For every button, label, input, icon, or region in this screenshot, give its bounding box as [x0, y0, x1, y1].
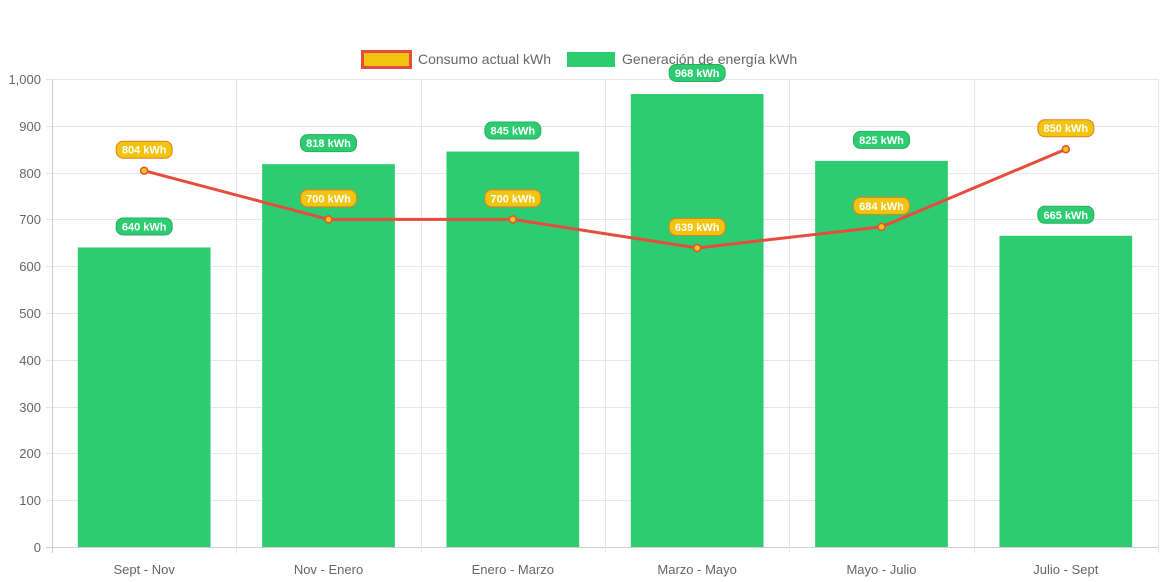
- legend-label-generacion[interactable]: Generación de energía kWh: [622, 51, 797, 67]
- line-consumo: [143, 147, 1067, 250]
- data-labels: 640 kWh 818 kWh 845 kWh 968 kWh 825 kWh 665 k…: [115, 63, 1095, 236]
- data-label-consumo-box: [484, 189, 542, 208]
- line-series: [139, 144, 1071, 253]
- bar-series: [77, 93, 1133, 548]
- y-tick-label: 0: [34, 540, 41, 555]
- data-label-generacion: 825 kWh: [859, 135, 904, 147]
- y-tick-label: 400: [19, 353, 41, 368]
- y-tick-label: 600: [19, 259, 41, 274]
- data-label-generacion: 968 kWh: [675, 68, 720, 80]
- y-axis: 0 100 200 300 400 500 600 700 800 900 1,000: [8, 72, 41, 555]
- point-consumo[interactable]: [508, 215, 518, 224]
- x-axis: Sept - Nov Nov - Enero Enero - Marzo Marzo …: [113, 562, 1098, 577]
- data-label-generacion-box: [853, 130, 910, 149]
- x-tick-label: Marzo - Mayo: [657, 562, 736, 577]
- bar-generacion[interactable]: [999, 235, 1133, 547]
- bar-generacion[interactable]: [77, 247, 211, 548]
- bar-generacion[interactable]: [446, 151, 580, 548]
- x-tick-label: Sept - Nov: [113, 562, 175, 577]
- legend[interactable]: Consumo actual kWh Generación de energía…: [361, 50, 798, 69]
- data-label-generacion-box: [1037, 205, 1095, 224]
- data-label-generacion-box: [668, 63, 726, 82]
- point-consumo[interactable]: [1061, 144, 1071, 154]
- data-label-consumo: 804 kWh: [122, 145, 167, 157]
- point-consumo[interactable]: [692, 243, 702, 253]
- data-label-generacion-box: [115, 217, 173, 236]
- x-tick-label: Enero - Marzo: [472, 562, 554, 577]
- legend-item-consumo[interactable]: Consumo actual kWh: [361, 50, 552, 69]
- point-consumo[interactable]: [324, 215, 333, 224]
- legend-item-generacion[interactable]: Generación de energía kWh: [567, 51, 797, 67]
- y-tick-label: 300: [19, 400, 41, 415]
- data-label-generacion: 640 kWh: [122, 221, 167, 233]
- data-label-generacion-box: [484, 121, 542, 140]
- bar-generacion[interactable]: [815, 160, 948, 547]
- y-tick-label: 100: [19, 493, 41, 508]
- data-label-consumo: 684 kWh: [859, 201, 904, 213]
- y-tick-label: 200: [19, 446, 41, 461]
- data-label-consumo-box: [300, 189, 357, 208]
- x-tick-label: Julio - Sept: [1033, 562, 1098, 577]
- y-tick-label: 800: [19, 166, 41, 181]
- legend-swatch-generacion[interactable]: [567, 52, 615, 67]
- data-label-consumo: 700 kWh: [306, 193, 351, 205]
- data-label-consumo: 639 kWh: [675, 222, 720, 234]
- data-label-consumo: 700 kWh: [491, 193, 536, 205]
- data-label-consumo-box: [115, 140, 173, 159]
- x-tick-label: Nov - Enero: [294, 562, 363, 577]
- y-tick-label: 1,000: [8, 72, 41, 87]
- grid: [46, 79, 1159, 553]
- data-label-consumo-box: [1037, 119, 1095, 138]
- data-label-generacion: 665 kWh: [1044, 210, 1089, 222]
- bar-generacion[interactable]: [262, 164, 395, 547]
- data-label-generacion: 818 kWh: [306, 138, 351, 150]
- y-tick-label: 900: [19, 119, 41, 134]
- point-consumo[interactable]: [877, 222, 886, 232]
- data-label-generacion: 845 kWh: [491, 126, 536, 138]
- x-tick-label: Mayo - Julio: [846, 562, 916, 577]
- point-consumo[interactable]: [139, 166, 149, 175]
- data-label-generacion-box: [300, 134, 357, 153]
- data-label-consumo-box: [668, 217, 726, 236]
- legend-swatch-consumo[interactable]: [361, 50, 412, 69]
- data-label-consumo-box: [853, 196, 910, 215]
- legend-label-consumo[interactable]: Consumo actual kWh: [418, 51, 551, 67]
- y-tick-label: 500: [19, 306, 41, 321]
- data-label-consumo: 850 kWh: [1044, 123, 1089, 135]
- bar-generacion[interactable]: [630, 93, 764, 547]
- y-tick-label: 700: [19, 212, 41, 227]
